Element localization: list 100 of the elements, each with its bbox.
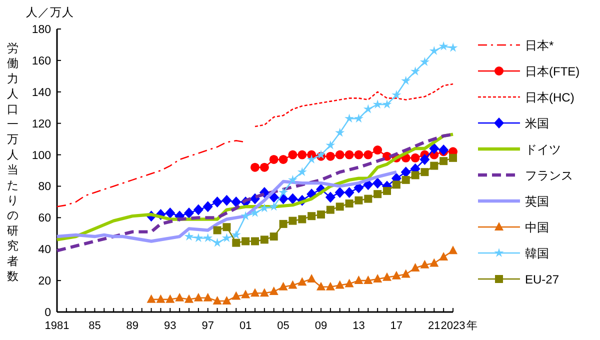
point bbox=[326, 282, 335, 290]
point bbox=[288, 193, 298, 204]
point bbox=[326, 140, 336, 150]
y-tick-label: 160 bbox=[32, 55, 51, 68]
point bbox=[278, 282, 288, 290]
point bbox=[439, 252, 448, 260]
point bbox=[242, 237, 250, 246]
y-tick-label: 100 bbox=[32, 150, 51, 162]
point bbox=[326, 152, 335, 161]
point bbox=[288, 216, 297, 225]
point bbox=[440, 157, 448, 166]
x-tick-label: 09 bbox=[314, 320, 328, 332]
point bbox=[401, 269, 410, 278]
point bbox=[297, 167, 307, 176]
text: 労働力人口一万人当たりの研究者数 bbox=[7, 43, 19, 283]
x-tick-label: 17 bbox=[390, 320, 403, 332]
point bbox=[410, 66, 420, 76]
point bbox=[306, 154, 316, 164]
point bbox=[212, 238, 222, 247]
point bbox=[184, 232, 194, 241]
line-series bbox=[254, 83, 454, 128]
x-tick-label: 1981 bbox=[44, 320, 70, 332]
point bbox=[279, 220, 288, 228]
point bbox=[448, 42, 458, 52]
point bbox=[372, 99, 382, 109]
y-tick-label: 140 bbox=[32, 86, 51, 99]
x-axis-title: 年 bbox=[466, 320, 478, 332]
point bbox=[298, 277, 307, 286]
point bbox=[288, 150, 298, 160]
point bbox=[354, 196, 363, 204]
legend-label: 英国 bbox=[525, 194, 549, 208]
point bbox=[146, 294, 156, 303]
point bbox=[326, 206, 334, 214]
x-tick-label: 2023 bbox=[440, 320, 466, 332]
point bbox=[420, 57, 430, 66]
point bbox=[382, 99, 392, 109]
point bbox=[317, 210, 325, 219]
point bbox=[175, 292, 184, 302]
point bbox=[344, 150, 354, 160]
point bbox=[335, 128, 345, 137]
point bbox=[260, 236, 268, 244]
point bbox=[364, 150, 373, 160]
point bbox=[364, 276, 373, 284]
point bbox=[430, 258, 439, 267]
x-tick-label: 05 bbox=[277, 320, 290, 332]
x-tick-label: 97 bbox=[202, 320, 214, 332]
point bbox=[392, 270, 401, 280]
point bbox=[165, 207, 176, 218]
point bbox=[269, 154, 278, 164]
point bbox=[429, 142, 440, 154]
point bbox=[363, 104, 373, 114]
legend-label: 米国 bbox=[525, 116, 549, 130]
point bbox=[344, 187, 354, 198]
point bbox=[222, 223, 231, 232]
point bbox=[184, 294, 194, 303]
point bbox=[232, 291, 241, 300]
point bbox=[166, 294, 175, 303]
point bbox=[345, 200, 354, 208]
point bbox=[410, 153, 420, 162]
point bbox=[212, 196, 222, 208]
point bbox=[278, 188, 288, 197]
point bbox=[402, 176, 410, 184]
point bbox=[307, 274, 316, 282]
point bbox=[231, 230, 241, 240]
point bbox=[430, 162, 438, 170]
legend-label: 中国 bbox=[525, 220, 549, 234]
point bbox=[260, 288, 269, 297]
point bbox=[335, 280, 344, 289]
point bbox=[449, 154, 457, 162]
point bbox=[203, 233, 213, 242]
point bbox=[203, 292, 212, 302]
legend-label: フランス bbox=[525, 168, 573, 182]
x-tick-label: 13 bbox=[352, 320, 365, 332]
legend-label: EU-27 bbox=[525, 272, 560, 286]
point bbox=[298, 150, 307, 160]
y-tick-label: 40 bbox=[38, 244, 51, 256]
point bbox=[222, 194, 232, 206]
point bbox=[184, 207, 194, 218]
x-tick-label: 89 bbox=[126, 320, 139, 332]
point bbox=[392, 90, 402, 100]
point bbox=[156, 294, 166, 303]
point bbox=[250, 208, 260, 217]
y-tick-label: 80 bbox=[38, 181, 51, 194]
point bbox=[260, 162, 269, 172]
y-tick-label: 180 bbox=[32, 24, 51, 36]
point bbox=[344, 278, 354, 288]
y-tick-label: 60 bbox=[38, 212, 51, 225]
point bbox=[335, 150, 344, 160]
point bbox=[336, 202, 344, 211]
point bbox=[202, 201, 213, 212]
point bbox=[269, 202, 279, 211]
legend-label: 日本(FTE) bbox=[525, 64, 580, 78]
point bbox=[316, 282, 326, 290]
point bbox=[364, 194, 372, 203]
point bbox=[193, 204, 204, 216]
point bbox=[420, 260, 430, 268]
point bbox=[250, 288, 260, 297]
point bbox=[194, 292, 203, 302]
point bbox=[420, 154, 430, 165]
point bbox=[298, 215, 306, 224]
